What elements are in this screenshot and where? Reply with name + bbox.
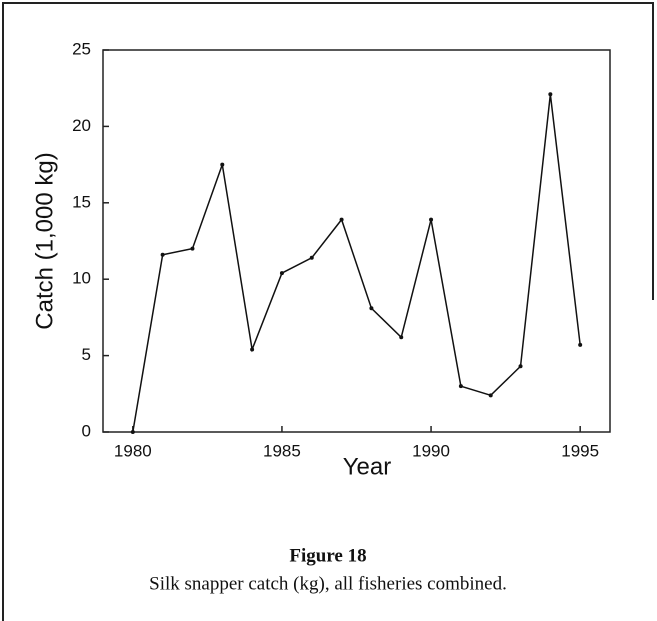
x-tick-label: 1995 [561, 441, 599, 460]
x-axis-title: Year [343, 453, 392, 480]
data-point [429, 217, 434, 222]
y-tick-label: 20 [72, 116, 91, 135]
data-point [399, 335, 404, 340]
data-point [250, 347, 255, 352]
data-point [220, 162, 225, 167]
data-point [339, 217, 344, 222]
y-tick-label: 5 [82, 345, 91, 364]
y-axis-title: Catch (1,000 kg) [31, 152, 58, 329]
data-point [578, 342, 583, 347]
y-tick-label: 0 [82, 421, 91, 440]
y-tick-label: 10 [72, 269, 91, 288]
data-point [488, 393, 493, 398]
y-tick-label: 15 [72, 192, 91, 211]
data-point [279, 271, 284, 276]
data-line [132, 94, 581, 433]
data-point [190, 246, 195, 251]
caption: Silk snapper catch (kg), all fisheries c… [149, 573, 507, 594]
data-point [548, 92, 553, 97]
data-point [160, 252, 165, 257]
x-tick-label: 1985 [263, 441, 301, 460]
x-tick-label: 1990 [412, 441, 450, 460]
y-tick-label: 25 [72, 39, 91, 58]
data-point [309, 255, 314, 260]
plot-frame [102, 49, 611, 433]
data-point [369, 306, 374, 311]
data-point [518, 364, 523, 369]
data-point [458, 384, 463, 389]
data-point [130, 430, 135, 434]
x-tick-label: 1980 [114, 441, 152, 460]
figure-label: Figure 18 [289, 545, 366, 566]
